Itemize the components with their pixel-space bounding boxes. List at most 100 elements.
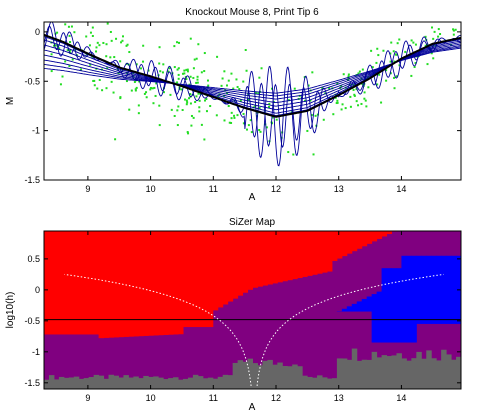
sizer-increase-cell — [386, 268, 392, 343]
scatter-point — [233, 114, 236, 117]
bandwidth-curve-right — [256, 273, 444, 386]
scatter-point — [135, 86, 138, 89]
sizer-decrease-cell — [227, 231, 234, 302]
scatter-point — [341, 103, 344, 106]
sizer-insufficient-cell — [98, 375, 105, 389]
sizer-insufficient-cell — [68, 377, 75, 389]
scatter-point — [91, 26, 94, 29]
scatter-point — [50, 53, 53, 56]
scatter-point — [119, 97, 122, 100]
sizer-insufficient-cell — [183, 378, 189, 389]
scatter-point — [215, 114, 218, 117]
scatter-point — [336, 99, 339, 102]
scatter-point — [287, 151, 290, 154]
scatter-point — [410, 74, 413, 77]
sizer-decrease-cell — [68, 231, 75, 335]
scatter-point — [193, 58, 196, 61]
scatter-point — [424, 44, 427, 47]
scatter-point — [413, 66, 416, 69]
sizer-decrease-cell — [58, 231, 65, 335]
scatter-point — [370, 49, 373, 52]
scatter-point — [371, 66, 374, 69]
sizer-insufficient-cell — [118, 377, 124, 389]
scatter-point — [414, 43, 417, 46]
sizer-decrease-cell — [237, 231, 244, 296]
scatter-point — [142, 44, 145, 47]
sizer-insufficient-cell — [187, 377, 194, 389]
scatter-point — [161, 71, 164, 74]
scatter-point — [258, 76, 261, 79]
scatter-point — [186, 68, 189, 71]
scatter-point — [347, 75, 350, 78]
sizer-insufficient-cell — [267, 359, 273, 389]
scatter-point — [185, 78, 188, 81]
scatter-point — [265, 126, 268, 129]
scatter-point — [195, 57, 198, 60]
scatter-point — [173, 45, 176, 48]
scatter-point — [176, 109, 179, 112]
sizer-increase-cell — [416, 255, 422, 324]
sizer-decrease-cell — [376, 231, 383, 239]
scatter-point — [203, 138, 206, 141]
sizer-decrease-cell — [242, 231, 249, 293]
sizer-insufficient-cell — [262, 360, 268, 389]
scatter-point — [198, 110, 201, 113]
sizer-increase-cell — [356, 301, 363, 312]
scatter-point — [336, 82, 339, 85]
sizer-insufficient-cell — [307, 376, 313, 389]
scatter-point — [223, 70, 226, 73]
sizer-increase-cell — [361, 298, 368, 312]
scatter-point — [256, 115, 259, 118]
sizer-decrease-cell — [267, 231, 273, 285]
scatter-point — [173, 115, 176, 118]
sizer-decrease-cell — [356, 231, 363, 249]
sizer-increase-cell — [446, 255, 452, 324]
sizer-decrease-cell — [312, 231, 318, 275]
x-tick-label: 13 — [334, 393, 344, 403]
scatter-point — [254, 91, 257, 94]
scatter-point — [353, 94, 356, 97]
sizer-insufficient-cell — [446, 354, 452, 389]
scatter-point — [233, 116, 236, 119]
sizer-increase-cell — [401, 255, 407, 343]
scatter-point — [167, 70, 170, 73]
scatter-point — [347, 73, 350, 76]
sizer-insufficient-cell — [401, 358, 407, 389]
sizer-insufficient-cell — [336, 358, 343, 389]
sizer-increase-cell — [341, 308, 348, 312]
sizer-insufficient-cell — [451, 359, 457, 389]
sizer-insufficient-cell — [257, 365, 263, 389]
scatter-point — [268, 106, 271, 109]
sizer-insufficient-cell — [381, 355, 388, 389]
sizer-insufficient-cell — [202, 378, 209, 389]
sizer-insufficient-cell — [53, 379, 60, 389]
x-tick-label: 13 — [334, 184, 344, 194]
scatter-point — [153, 86, 156, 89]
scatter-point — [376, 83, 379, 86]
scatter-point — [176, 68, 179, 71]
bold-fit-curve — [44, 33, 461, 118]
scatter-point — [130, 89, 133, 92]
x-tick-label: 12 — [271, 184, 281, 194]
scatter-point — [139, 67, 142, 70]
scatter-point — [61, 75, 64, 78]
scatter-point — [235, 78, 238, 81]
scatter-point — [177, 73, 180, 76]
sizer-increase-cell — [411, 255, 417, 343]
scatter-point — [312, 153, 315, 156]
y-tick-label: -0.5 — [24, 316, 40, 326]
sizer-insufficient-cell — [351, 348, 358, 389]
sizer-decrease-cell — [138, 231, 144, 337]
sizer-decrease-cell — [173, 231, 179, 335]
sizer-insufficient-cell — [173, 377, 179, 389]
sizer-decrease-cell — [73, 231, 80, 335]
scatter-point — [321, 87, 324, 90]
bottom-x-axis-label: A — [249, 402, 256, 413]
sizer-decrease-cell — [302, 231, 308, 277]
sizer-insufficient-cell — [133, 376, 139, 389]
scatter-point — [355, 88, 358, 91]
scatter-point — [322, 118, 325, 121]
sizer-insufficient-cell — [322, 377, 328, 389]
scatter-point — [271, 116, 274, 119]
scatter-point — [355, 100, 358, 103]
